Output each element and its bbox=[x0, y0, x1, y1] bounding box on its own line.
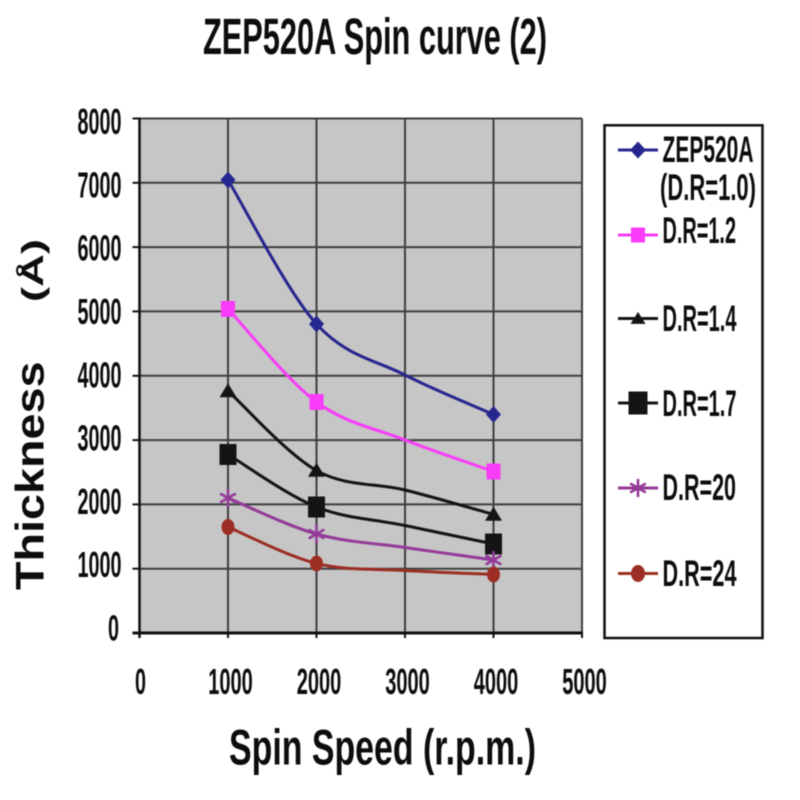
svg-text:4000: 4000 bbox=[474, 661, 519, 702]
svg-text:3000: 3000 bbox=[385, 661, 430, 702]
svg-text:D.R=1.7: D.R=1.7 bbox=[663, 383, 737, 424]
svg-text:D.R=1.4: D.R=1.4 bbox=[663, 298, 737, 339]
svg-text:3000: 3000 bbox=[78, 418, 122, 459]
svg-text:D.R=20: D.R=20 bbox=[663, 467, 737, 508]
svg-text:D.R=1.2: D.R=1.2 bbox=[663, 210, 737, 251]
svg-text:2000: 2000 bbox=[78, 481, 122, 522]
svg-text:(D.R=1.0): (D.R=1.0) bbox=[660, 167, 756, 208]
svg-text:Spin Speed (r.p.m.): Spin Speed (r.p.m.) bbox=[229, 720, 536, 776]
svg-text:ZEP520A: ZEP520A bbox=[663, 129, 754, 170]
svg-text:5000: 5000 bbox=[78, 291, 122, 332]
svg-text:1000: 1000 bbox=[78, 544, 122, 585]
svg-text:8000: 8000 bbox=[78, 101, 122, 142]
svg-text:Thickness: Thickness bbox=[9, 362, 53, 591]
svg-text:ZEP520A Spin curve (2): ZEP520A Spin curve (2) bbox=[203, 8, 547, 65]
svg-text:6000: 6000 bbox=[78, 228, 122, 269]
svg-text:7000: 7000 bbox=[78, 164, 122, 205]
svg-text:0: 0 bbox=[135, 661, 146, 702]
svg-text:0: 0 bbox=[108, 608, 119, 649]
svg-text:4000: 4000 bbox=[78, 354, 122, 395]
svg-text:1000: 1000 bbox=[208, 661, 253, 702]
svg-text:2000: 2000 bbox=[297, 661, 342, 702]
svg-text:(Å): (Å) bbox=[15, 239, 50, 302]
svg-text:D.R=24: D.R=24 bbox=[663, 553, 737, 594]
svg-text:5000: 5000 bbox=[562, 661, 607, 702]
